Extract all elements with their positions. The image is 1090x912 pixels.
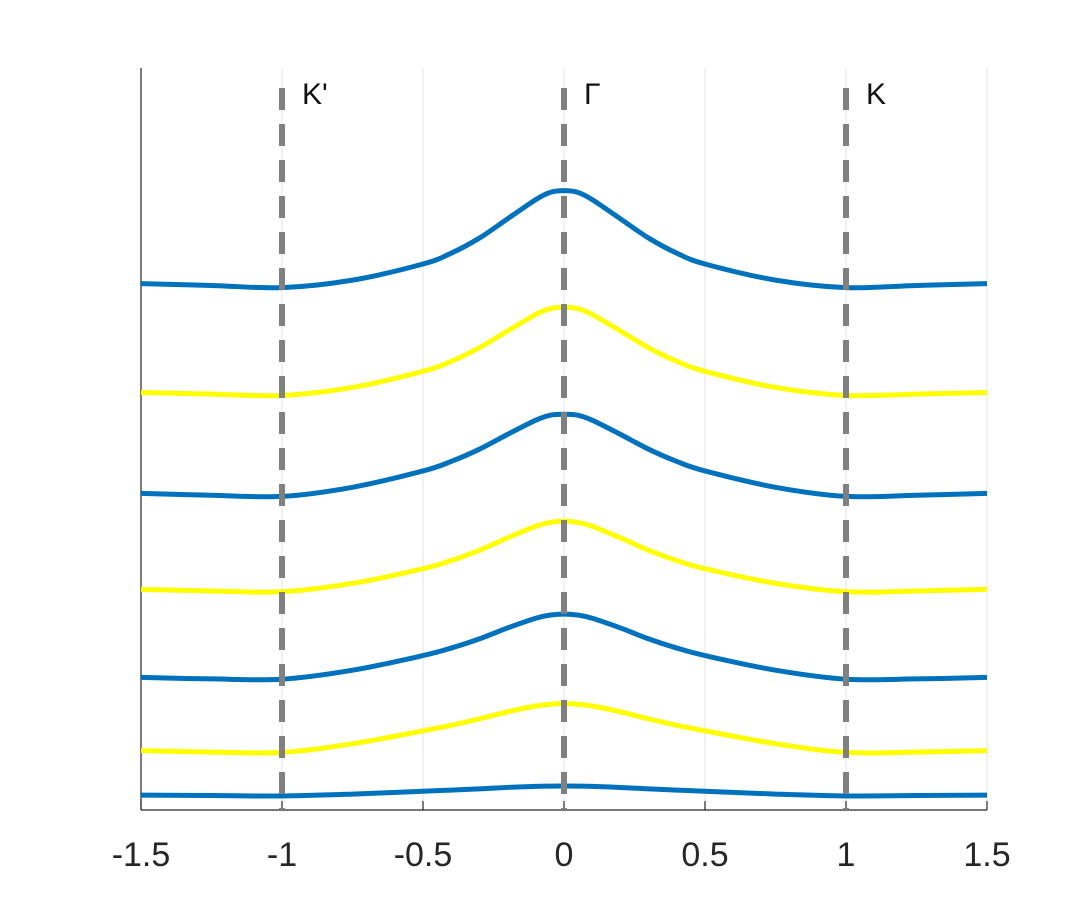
reference-lines xyxy=(279,88,849,810)
x-tick-label: 0.5 xyxy=(681,836,728,874)
x-tick-labels: -1.5 -1 -0.5 0 0.5 1 1.5 xyxy=(112,836,1011,874)
reference-label-2: Γ xyxy=(584,78,601,111)
x-tick-label: -1.5 xyxy=(112,836,171,874)
x-tick-label: 0 xyxy=(555,836,574,874)
x-tick-label: -0.5 xyxy=(394,836,453,874)
reference-label-3: K xyxy=(866,78,886,111)
x-tick-label: 1.5 xyxy=(963,836,1010,874)
point-labels: K' Γ K xyxy=(302,78,886,111)
reference-label-1: K' xyxy=(302,78,328,111)
series-line-3 xyxy=(140,611,988,683)
x-tick-label: -1 xyxy=(267,836,297,874)
series-line-7 xyxy=(140,188,988,291)
x-tick-label: 1 xyxy=(837,836,856,874)
